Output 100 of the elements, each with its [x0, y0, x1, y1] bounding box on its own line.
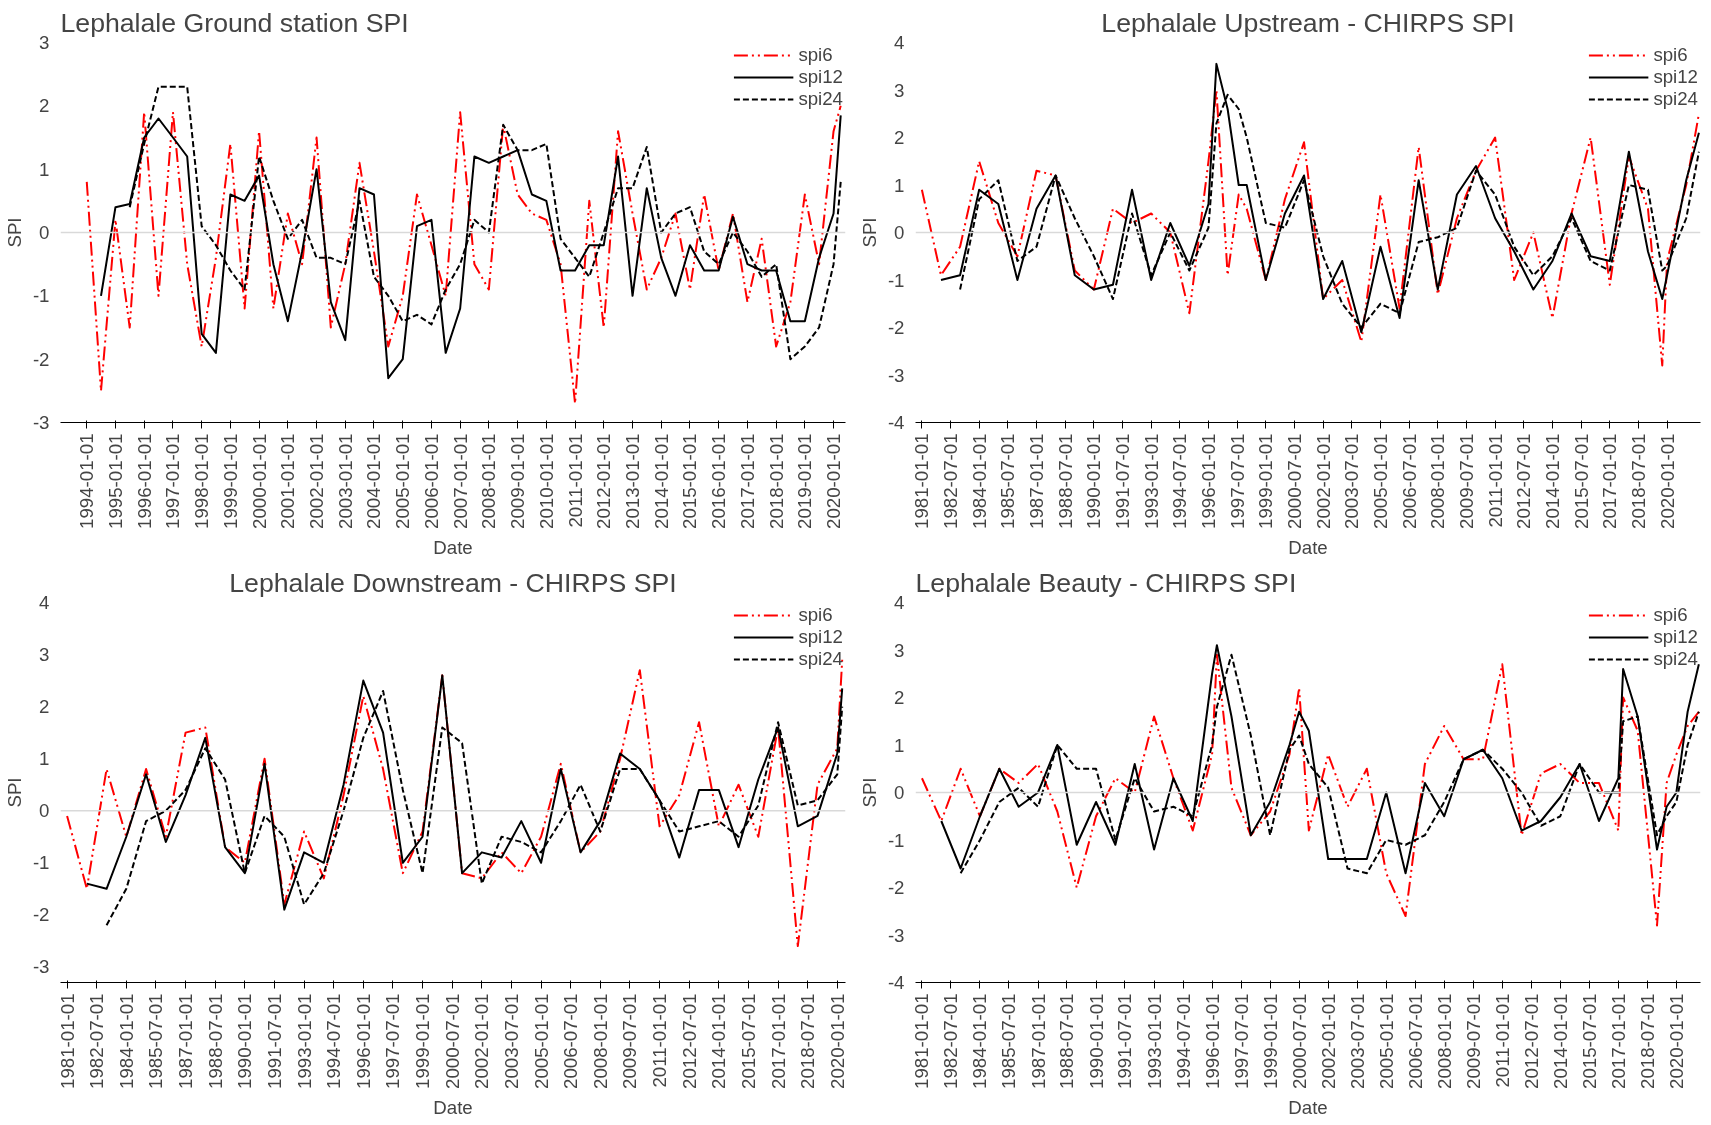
x-tick-label: 2020-01-01 — [826, 993, 848, 1089]
chart-title: Lephalale Downstream - CHIRPS SPI — [229, 567, 677, 598]
x-tick-label: 1981-01-01 — [911, 433, 933, 529]
x-tick-label: 2006-07-01 — [1398, 433, 1420, 529]
y-tick-label: -1 — [32, 285, 50, 307]
x-tick-label: 1990-01-01 — [1085, 993, 1107, 1089]
legend-label: spi24 — [1653, 648, 1698, 670]
x-tick-label: 2009-07-01 — [619, 993, 641, 1089]
x-tick-label: 2018-01-01 — [765, 433, 787, 529]
x-tick-label: 2020-01-01 — [1656, 433, 1678, 529]
x-tick-label: 1997-07-01 — [1230, 993, 1252, 1089]
x-tick-label: 2008-01-01 — [1433, 993, 1455, 1089]
x-tick-label: 2002-01-01 — [1317, 993, 1339, 1089]
y-tick-label: -4 — [887, 972, 905, 993]
legend-label: spi6 — [1653, 604, 1688, 626]
x-tick-label: 1991-07-01 — [263, 993, 285, 1089]
y-tick-label: 1 — [39, 748, 50, 770]
y-tick-label: -1 — [887, 269, 905, 291]
y-axis-title: SPI — [858, 777, 880, 808]
x-tick-label: 1996-01-01 — [1197, 433, 1219, 529]
y-tick-label: 3 — [39, 644, 50, 666]
y-axis-title: SPI — [3, 217, 25, 248]
y-tick-label: 0 — [894, 222, 905, 243]
x-tick-label: 2014-01-01 — [708, 993, 730, 1089]
y-tick-label: -1 — [32, 852, 50, 874]
x-tick-label: 2016-01-01 — [708, 433, 730, 529]
y-tick-label: -2 — [32, 904, 50, 926]
x-tick-label: 2011-01-01 — [649, 993, 671, 1088]
x-tick-label: 2014-01-01 — [1549, 993, 1571, 1089]
y-tick-label: -4 — [887, 412, 905, 433]
y-tick-label: 2 — [39, 696, 50, 718]
x-tick-label: 1987-01-01 — [175, 993, 197, 1089]
x-tick-label: 2006-07-01 — [1404, 993, 1426, 1089]
x-tick-label: 2008-01-01 — [1427, 433, 1449, 529]
x-tick-label: 2012-07-01 — [678, 993, 700, 1089]
x-tick-label: 1999-01-01 — [1255, 433, 1277, 529]
x-tick-label: 1993-01-01 — [1143, 993, 1165, 1089]
x-tick-label: 1987-01-01 — [1026, 433, 1048, 529]
x-tick-label: 2011-01-01 — [564, 433, 586, 528]
x-tick-label: 1998-01-01 — [191, 433, 213, 529]
x-tick-label: 2012-07-01 — [1520, 993, 1542, 1089]
y-tick-label: -3 — [887, 924, 905, 946]
x-tick-label: 1987-01-01 — [1027, 993, 1049, 1089]
legend-label: spi12 — [1653, 626, 1698, 648]
x-tick-label: 2005-01-01 — [1375, 993, 1397, 1089]
x-tick-label: 1997-01-01 — [162, 433, 184, 529]
x-tick-label: 2002-01-01 — [1312, 433, 1334, 529]
x-tick-label: 2018-07-01 — [797, 993, 819, 1089]
x-tick-label: 2019-01-01 — [794, 433, 816, 529]
x-tick-label: 1999-01-01 — [1259, 993, 1281, 1089]
y-tick-label: 0 — [39, 800, 50, 822]
x-tick-label: 2002-01-01 — [471, 993, 493, 1089]
x-tick-label: 2015-01-01 — [679, 433, 701, 529]
x-tick-label: 2008-01-01 — [589, 993, 611, 1089]
x-tick-label: 1996-01-01 — [133, 433, 155, 529]
x-tick-label: 1988-07-01 — [1054, 433, 1076, 529]
y-tick-label: -3 — [887, 364, 905, 386]
x-tick-label: 2008-01-01 — [478, 433, 500, 529]
y-tick-label: 0 — [894, 782, 905, 803]
x-tick-label: 2018-07-01 — [1627, 433, 1649, 529]
y-tick-label: -2 — [887, 877, 905, 898]
x-tick-label: 1984-01-01 — [968, 433, 990, 529]
y-tick-label: 2 — [39, 95, 50, 117]
y-axis-title: SPI — [858, 217, 880, 248]
x-tick-label: 2003-07-01 — [1341, 433, 1363, 529]
x-tick-label: 1994-07-01 — [1172, 993, 1194, 1089]
x-tick-label: 1994-07-01 — [1169, 433, 1191, 529]
x-tick-label: 1982-07-01 — [86, 993, 108, 1089]
legend-label: spi6 — [798, 604, 833, 626]
x-tick-label: 1984-01-01 — [115, 993, 137, 1089]
x-tick-label: 1991-07-01 — [1114, 993, 1136, 1089]
x-tick-label: 1995-01-01 — [104, 433, 126, 529]
x-tick-label: 1981-01-01 — [56, 993, 78, 1089]
x-tick-label: 2012-07-01 — [1513, 433, 1535, 529]
legend-label: spi12 — [798, 626, 843, 648]
x-tick-label: 2000-07-01 — [1283, 433, 1305, 529]
x-tick-label: 1982-07-01 — [939, 433, 961, 529]
x-tick-label: 2018-07-01 — [1636, 993, 1658, 1089]
x-tick-label: 1991-07-01 — [1111, 433, 1133, 529]
x-tick-label: 2009-07-01 — [1455, 433, 1477, 529]
x-tick-label: 2017-01-01 — [767, 993, 789, 1089]
x-tick-label: 2003-01-01 — [334, 433, 356, 529]
x-tick-label: 1997-07-01 — [1226, 433, 1248, 529]
y-tick-label: 4 — [39, 592, 50, 613]
legend-label: spi12 — [798, 66, 843, 88]
x-tick-label: 1990-01-01 — [1083, 433, 1105, 529]
legend-label: spi6 — [798, 44, 833, 66]
x-tick-label: 1999-01-01 — [219, 433, 241, 529]
x-tick-label: 1994-01-01 — [76, 433, 98, 529]
x-tick-label: 2011-01-01 — [1484, 433, 1506, 528]
x-axis-title: Date — [1288, 536, 1328, 558]
x-tick-label: 2015-07-01 — [1578, 993, 1600, 1089]
y-tick-label: 1 — [894, 174, 905, 196]
x-tick-label: 2011-01-01 — [1491, 993, 1513, 1088]
x-tick-label: 2020-01-01 — [1665, 993, 1687, 1089]
x-tick-label: 1994-07-01 — [323, 993, 345, 1089]
y-tick-label: -2 — [887, 317, 905, 338]
x-tick-label: 2005-01-01 — [1369, 433, 1391, 529]
y-tick-label: -3 — [32, 956, 50, 978]
x-tick-label: 2013-01-01 — [622, 433, 644, 529]
